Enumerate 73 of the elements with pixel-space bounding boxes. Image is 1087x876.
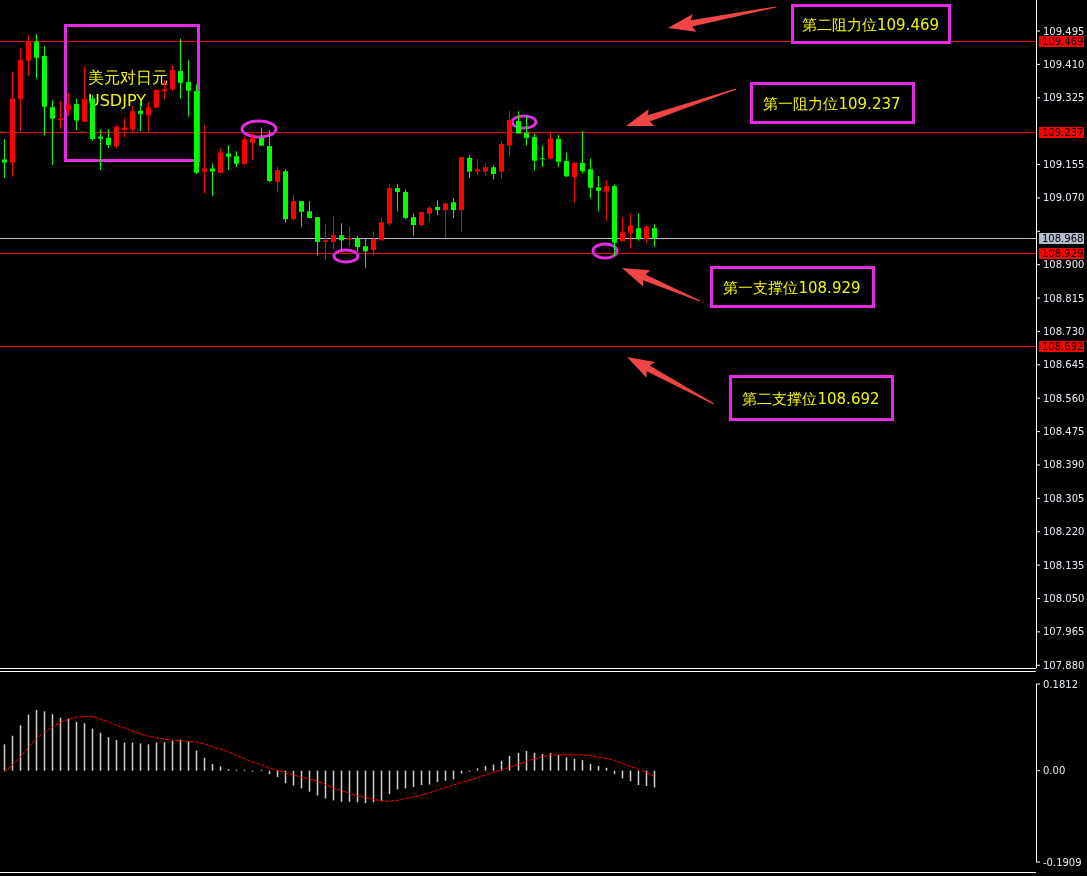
y-tick-label: -0.1909 — [1043, 856, 1082, 868]
candlestick — [218, 147, 223, 174]
candlestick — [347, 225, 352, 247]
candlestick — [363, 237, 368, 269]
candlestick — [395, 183, 400, 212]
candlestick — [259, 127, 264, 147]
candlestick — [556, 134, 561, 168]
candlestick — [331, 215, 336, 250]
candlestick — [2, 138, 7, 179]
candlestick — [628, 213, 633, 250]
candlestick — [106, 128, 111, 149]
y-tick-label: 108.900 — [1043, 259, 1085, 271]
candlestick — [652, 223, 657, 248]
candlestick — [451, 197, 456, 219]
candlestick — [98, 128, 103, 171]
y-tick-label: 109.410 — [1043, 58, 1085, 70]
candlestick — [226, 144, 231, 171]
candlestick — [443, 202, 448, 239]
candlestick — [588, 158, 593, 200]
ref-line-label: 109.237 — [1042, 127, 1084, 138]
y-tick-label: 109.495 — [1043, 25, 1085, 37]
y-tick-label: 108.645 — [1043, 359, 1085, 371]
title: 美元对日元 — [88, 67, 168, 87]
y-tick-label: 108.815 — [1043, 292, 1085, 304]
candlestick — [154, 88, 159, 109]
ref-line-label: 108.929 — [1042, 248, 1084, 259]
ref-line-label: 108.968 — [1042, 233, 1084, 244]
candlestick — [467, 154, 472, 179]
candlestick — [540, 144, 545, 168]
candlestick — [291, 194, 296, 222]
candlestick — [34, 33, 39, 80]
candlestick — [210, 162, 215, 197]
y-tick-label: 0.00 — [1043, 765, 1066, 777]
annotation: 第二支撑位108.692 — [742, 389, 880, 408]
y-tick-label: 109.155 — [1043, 159, 1085, 171]
annotation: 第二阻力位109.469 — [802, 15, 939, 34]
candlestick — [50, 99, 55, 166]
y-tick-label: 0.1812 — [1043, 678, 1078, 690]
candlestick — [636, 212, 641, 242]
y-tick-label: 108.730 — [1043, 325, 1085, 337]
candlestick — [178, 38, 183, 100]
candlestick — [572, 161, 577, 204]
ref-line-label: 108.692 — [1042, 341, 1084, 352]
y-tick-label: 108.475 — [1043, 426, 1085, 438]
y-tick-label: 108.220 — [1043, 526, 1085, 538]
candlestick — [299, 200, 304, 228]
candlestick — [564, 152, 569, 178]
candlestick — [186, 59, 191, 118]
y-tick-label: 108.135 — [1043, 559, 1085, 571]
ref-line-label: 109.469 — [1042, 36, 1084, 47]
candlestick — [275, 166, 280, 193]
candlestick — [532, 133, 537, 172]
y-tick-label: 108.560 — [1043, 392, 1085, 404]
candlestick — [82, 65, 87, 123]
y-tick-label: 109.070 — [1043, 192, 1085, 204]
candlestick — [170, 64, 175, 92]
annotation: 第一阻力位109.237 — [763, 94, 901, 113]
annotation: 第一支撑位108.929 — [723, 278, 861, 297]
candlestick — [411, 212, 416, 237]
y-tick-label: 108.390 — [1043, 459, 1085, 471]
candlestick — [580, 130, 585, 175]
candlestick — [516, 110, 521, 135]
y-tick-label: 109.325 — [1043, 92, 1085, 104]
candlestick — [339, 222, 344, 251]
candlestick — [66, 92, 71, 117]
y-tick-label: 107.880 — [1043, 659, 1085, 670]
y-tick-label: 108.305 — [1043, 492, 1085, 504]
candlestick — [74, 98, 79, 131]
y-tick-label: 108.050 — [1043, 593, 1085, 604]
y-tick-label: 107.965 — [1043, 626, 1085, 638]
candlestick — [524, 116, 529, 146]
candlestick — [604, 179, 609, 222]
candlestick — [596, 175, 601, 212]
